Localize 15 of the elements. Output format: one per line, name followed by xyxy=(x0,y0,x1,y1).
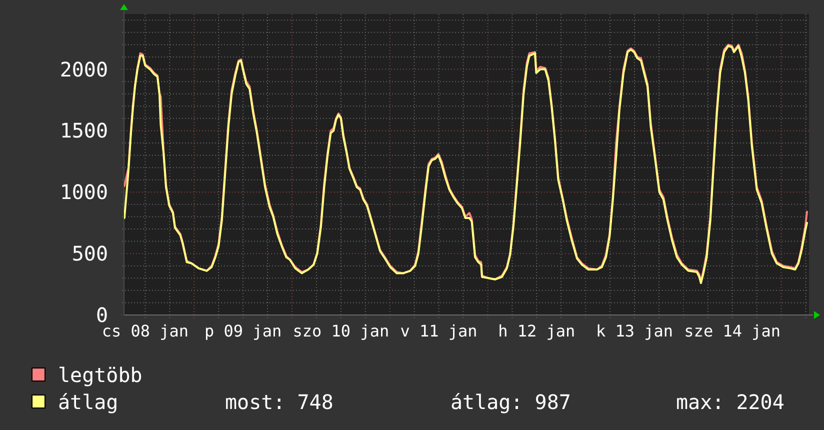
legend-label: legtöbb xyxy=(58,363,142,387)
x-tick-label: p 09 jan xyxy=(204,322,282,340)
y-tick-label: 500 xyxy=(72,242,108,266)
x-tick-label: szo 10 jan xyxy=(292,322,390,340)
text: max: 2204 xyxy=(676,390,784,414)
x-tick-label: h 12 jan xyxy=(498,322,576,340)
y-tick-label: 1000 xyxy=(60,180,108,204)
x-tick-label: v 11 jan xyxy=(400,322,478,340)
text: most: 748 xyxy=(225,390,334,414)
text: átlag: 987 xyxy=(450,390,571,414)
x-tick-label: k 13 jan xyxy=(596,322,674,340)
y-tick-label: 2000 xyxy=(60,57,108,82)
legend-label: átlag xyxy=(58,390,118,414)
y-tick-label: 1500 xyxy=(60,118,108,143)
x-tick-label: sze 14 jan xyxy=(684,322,781,340)
